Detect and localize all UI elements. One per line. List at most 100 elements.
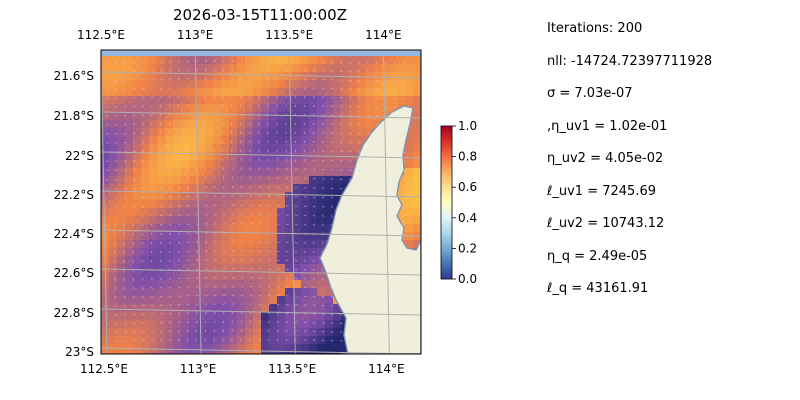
vector-arrow xyxy=(330,159,334,162)
vector-arrow xyxy=(375,178,379,181)
field-cell xyxy=(325,296,334,305)
field-cell xyxy=(181,144,190,153)
field-cell xyxy=(253,200,262,209)
vector-arrow xyxy=(401,232,404,236)
vector-arrow xyxy=(177,223,181,226)
vector-arrow xyxy=(393,277,395,281)
vector-arrow xyxy=(375,169,379,172)
field-cell xyxy=(293,232,302,241)
field-cell xyxy=(341,160,350,169)
param-line: η_q = 2.49e-05 xyxy=(547,248,648,264)
field-cell xyxy=(333,128,342,137)
vector-arrow xyxy=(240,68,243,72)
vector-arrow xyxy=(123,123,127,126)
field-cell xyxy=(277,352,286,354)
field-cell xyxy=(309,88,318,97)
field-cell xyxy=(197,88,206,97)
vector-arrow xyxy=(258,167,260,171)
field-cell xyxy=(213,296,222,305)
field-cell xyxy=(205,168,214,177)
field-cell xyxy=(261,224,270,233)
field-cell xyxy=(229,328,238,337)
vector-arrow xyxy=(159,168,163,171)
colorbar-tick-label: 1.0 xyxy=(458,119,477,133)
vector-arrow xyxy=(168,330,172,333)
vector-arrow xyxy=(204,59,208,63)
vector-arrow xyxy=(132,150,136,153)
vector-arrow xyxy=(258,285,262,288)
vector-arrow xyxy=(294,250,298,253)
field-cell xyxy=(405,184,414,193)
vector-arrow xyxy=(294,186,298,189)
field-cell xyxy=(173,240,182,249)
field-cell xyxy=(109,72,118,81)
vector-arrow xyxy=(231,204,235,207)
vector-arrow xyxy=(114,178,118,181)
vector-arrow xyxy=(276,68,279,72)
field-cell xyxy=(301,216,310,225)
field-cell xyxy=(229,160,238,169)
field-cell xyxy=(149,200,158,209)
vector-arrow xyxy=(285,329,288,333)
vector-arrow xyxy=(303,205,307,207)
field-cell xyxy=(213,248,222,257)
field-cell xyxy=(293,248,302,257)
field-cell xyxy=(301,288,310,297)
vector-arrow xyxy=(384,79,388,82)
field-cell xyxy=(269,320,278,329)
field-cell xyxy=(205,80,214,89)
vector-arrow xyxy=(402,70,406,74)
field-cell xyxy=(149,208,158,217)
field-cell xyxy=(245,296,254,305)
vector-arrow xyxy=(231,185,234,189)
vector-arrow xyxy=(312,330,316,333)
field-cell xyxy=(229,72,238,81)
vector-arrow xyxy=(213,204,217,207)
vector-arrow xyxy=(177,186,181,189)
grid-line-lat xyxy=(101,151,421,159)
vector-arrow xyxy=(366,88,370,91)
field-cell xyxy=(197,112,206,121)
field-cell xyxy=(189,176,198,185)
field-cell xyxy=(325,320,334,329)
field-cell xyxy=(197,160,206,169)
vector-arrow xyxy=(348,295,351,299)
field-cell xyxy=(285,224,294,233)
vector-arrow xyxy=(177,286,181,288)
vector-arrow xyxy=(285,223,289,225)
field-cell xyxy=(157,104,166,113)
field-cell xyxy=(381,56,390,65)
field-cell xyxy=(165,352,174,354)
vector-arrow xyxy=(231,320,234,324)
vector-arrow xyxy=(114,79,118,82)
field-cell xyxy=(261,264,270,273)
field-cell xyxy=(157,312,166,321)
field-cell xyxy=(189,112,198,121)
field-cell xyxy=(197,192,206,201)
field-cell xyxy=(261,184,270,193)
field-cell xyxy=(149,192,158,201)
field-cell xyxy=(101,184,110,193)
vector-arrow xyxy=(159,131,162,135)
field-cell xyxy=(413,88,421,97)
vector-arrow xyxy=(141,187,145,190)
vector-arrow xyxy=(276,250,280,253)
vector-arrow xyxy=(141,196,145,199)
field-cell xyxy=(173,312,182,321)
field-cell xyxy=(405,96,414,105)
vector-arrow xyxy=(230,131,233,135)
field-cell xyxy=(229,248,238,257)
field-cell xyxy=(293,208,302,217)
vector-arrow xyxy=(384,340,388,343)
field-cell xyxy=(165,208,174,217)
vector-arrow xyxy=(258,176,261,180)
vector-arrow xyxy=(276,329,279,333)
vector-arrow xyxy=(330,304,334,307)
x-tick-label-bottom: 114°E xyxy=(368,362,405,376)
field-cell xyxy=(301,336,310,345)
field-cell xyxy=(253,168,262,177)
vector-arrow xyxy=(105,160,109,162)
field-cell xyxy=(237,120,246,129)
vector-arrow xyxy=(195,320,198,324)
vector-arrow xyxy=(231,59,234,63)
